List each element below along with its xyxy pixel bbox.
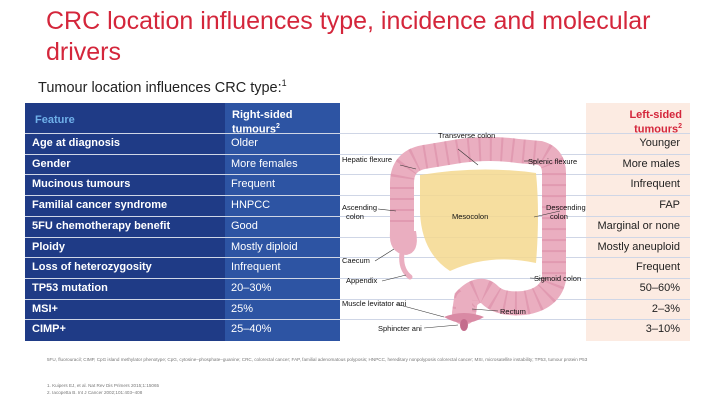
row-divider: [25, 298, 690, 300]
feature-cell: TP53 mutation: [32, 281, 108, 294]
row-divider: [25, 236, 690, 238]
left-sided-column: [586, 103, 690, 341]
label-transverse-colon: Transverse colon: [438, 131, 495, 140]
label-ascending-colon-1: Ascending: [342, 203, 377, 212]
row-divider: [25, 133, 690, 134]
left-sided-cell: Infrequent: [630, 178, 680, 191]
right-sided-cell: More females: [231, 157, 298, 170]
label-mesocolon: Mesocolon: [452, 212, 488, 221]
left-sided-cell: Marginal or none: [597, 219, 680, 232]
right-sided-cell: Infrequent: [231, 261, 281, 274]
label-descending-colon-2: colon: [550, 212, 568, 221]
header-feature: Feature: [35, 114, 75, 126]
feature-cell: Familial cancer syndrome: [32, 199, 168, 212]
label-splenic-flexure: Splenic flexure: [528, 157, 577, 166]
row-divider: [25, 277, 690, 279]
header-right-ref: 2: [276, 123, 280, 130]
row-divider: [25, 257, 690, 259]
feature-cell: 5FU chemotherapy benefit: [32, 219, 171, 232]
label-descending-colon-1: Descending: [546, 203, 586, 212]
label-sigmoid-colon: Sigmoid colon: [534, 274, 581, 283]
label-hepatic-flexure: Hepatic flexure: [342, 155, 392, 164]
subtitle-text: Tumour location influences CRC type:: [38, 79, 282, 96]
diagram-leader-lines: [374, 148, 561, 329]
header-right-sided: Right-sided tumours2: [232, 109, 293, 136]
header-left-sided: Left-sided tumours2: [629, 109, 682, 136]
reference-1: 1. Kuipers EJ, et al. Nat Rev Dis Primer…: [47, 383, 160, 388]
levator-muscle: [444, 313, 484, 323]
abbreviations-footnote: 5FU, fluorouracil; CIMP, CpG island meth…: [47, 357, 588, 362]
header-right-line2: tumours: [232, 123, 276, 136]
feature-cell: Ploidy: [32, 240, 66, 253]
feature-cell: Loss of heterozygosity: [32, 261, 152, 274]
label-appendix: Appendix: [346, 276, 378, 285]
right-sided-cell: Older: [231, 137, 258, 149]
right-sided-cell: Good: [231, 219, 258, 232]
left-sided-cell: 50–60%: [639, 281, 680, 294]
feature-cell: Age at diagnosis: [32, 137, 121, 149]
header-left-line1: Left-sided: [629, 109, 682, 121]
feature-cell: Mucinous tumours: [32, 178, 131, 191]
reference-2: 2. Iacopetta B. Int J Cancer 2002;101:40…: [47, 390, 143, 395]
header-left-ref: 2: [678, 123, 682, 130]
label-sphincter-ani: Sphincter ani: [378, 324, 422, 333]
sphincter-shape: [460, 319, 468, 331]
feature-cell: Gender: [32, 157, 71, 170]
left-sided-cell: 3–10%: [645, 323, 680, 336]
feature-cell: MSI+: [32, 302, 58, 315]
subtitle-ref: 1: [281, 78, 287, 88]
row-divider: [25, 195, 690, 197]
feature-cell: CIMP+: [32, 323, 66, 336]
row-divider: [25, 319, 690, 321]
header-left-line2: tumours: [634, 123, 679, 136]
right-sided-cell: HNPCC: [231, 199, 271, 212]
right-sided-cell: Frequent: [231, 178, 276, 191]
left-sided-cell: 2–3%: [651, 302, 680, 315]
feature-column: [25, 103, 225, 341]
caecum-shape: [389, 231, 417, 255]
right-sided-column: [225, 103, 340, 341]
row-divider: [25, 174, 690, 176]
slide-subtitle: Tumour location influences CRC type:1: [38, 78, 287, 96]
colon-diagram: Transverse colon Hepatic flexure Splenic…: [342, 131, 586, 333]
appendix-shape: [399, 250, 413, 280]
row-divider: [25, 215, 690, 217]
left-sided-cell: Mostly aneuploid: [597, 240, 680, 253]
left-sided-cell: Frequent: [635, 261, 680, 274]
right-sided-cell: Mostly diploid: [231, 240, 298, 253]
references: 1. Kuipers EJ, et al. Nat Rev Dis Primer…: [47, 382, 159, 396]
colon-body: [390, 137, 566, 325]
label-muscle-levator: Muscle levitator ani: [342, 299, 407, 308]
right-sided-cell: 20–30%: [231, 281, 272, 294]
comparison-table: Feature Right-sided tumours2 Left-sided …: [25, 103, 690, 341]
label-rectum: Rectum: [500, 307, 526, 316]
slide-title: CRC location influences type, incidence …: [46, 7, 651, 66]
right-sided-cell: 25%: [231, 302, 254, 315]
colon-illustration: [389, 137, 566, 331]
left-sided-cell: Younger: [639, 137, 680, 149]
header-right-line1: Right-sided: [232, 109, 293, 121]
mesocolon-area: [420, 169, 538, 271]
row-divider: [25, 153, 690, 155]
left-sided-cell: FAP: [659, 199, 680, 212]
right-sided-cell: 25–40%: [231, 323, 272, 336]
label-ascending-colon-2: colon: [346, 212, 364, 221]
label-caecum: Caecum: [342, 256, 370, 265]
left-sided-cell: More males: [622, 157, 680, 170]
